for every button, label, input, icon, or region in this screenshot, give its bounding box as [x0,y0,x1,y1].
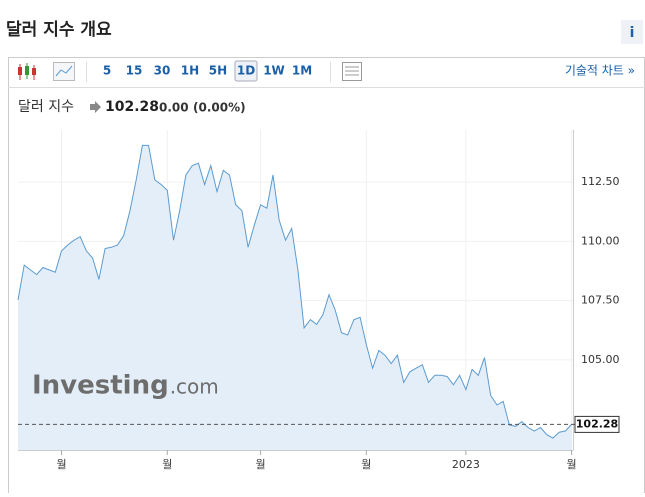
info-icon[interactable]: i [630,25,635,41]
current-price-label: 102.28 [576,417,618,430]
x-tick-label: 2023 [452,458,480,471]
info-button[interactable] [621,20,643,44]
x-tick-label: 월 [56,458,66,471]
x-tick-label: 월 [361,458,371,471]
quote-change: 0.00 [159,101,189,115]
table-icon[interactable] [342,62,362,81]
area-icon[interactable] [53,62,75,81]
interval-button[interactable]: 5H [209,64,227,78]
interval-button[interactable]: 30 [154,64,171,78]
area-fill [18,145,572,450]
quote-price: 102.28 [105,99,159,115]
watermark: Investing [32,371,169,401]
technical-chart-link[interactable]: 기술적 차트 » [565,64,635,78]
x-tick-label: 월 [256,458,266,471]
quote-change-percent: (0.00%) [193,101,246,115]
x-tick-label: 월 [162,458,172,471]
y-tick-label: 105.00 [581,353,620,366]
quote-name: 달러 지수 [18,99,74,115]
y-tick-label: 112.50 [581,175,620,188]
interval-button[interactable]: 15 [126,64,143,78]
candle-icon[interactable] [18,63,36,80]
y-tick-label: 107.50 [581,294,620,307]
x-tick-label: 월 [567,458,577,471]
interval-selected[interactable] [234,60,258,82]
arrow-icon [90,101,101,113]
widget-title: 달러 지수 개요 [6,19,112,40]
current-price-box [574,415,620,433]
watermark-suffix: .com [170,375,219,399]
interval-button[interactable]: 5 [103,64,111,78]
price-line [17,144,572,439]
interval-button[interactable]: 1M [292,64,312,78]
interval-button[interactable]: 1H [181,64,199,78]
y-tick-label: 110.00 [581,234,620,247]
interval-button[interactable]: 1D [237,64,255,78]
interval-button[interactable]: 1W [263,64,285,78]
chart: 105.00 107.50 110.00 112.50 월 월 월 월 2023 월 Investi… [17,130,620,471]
